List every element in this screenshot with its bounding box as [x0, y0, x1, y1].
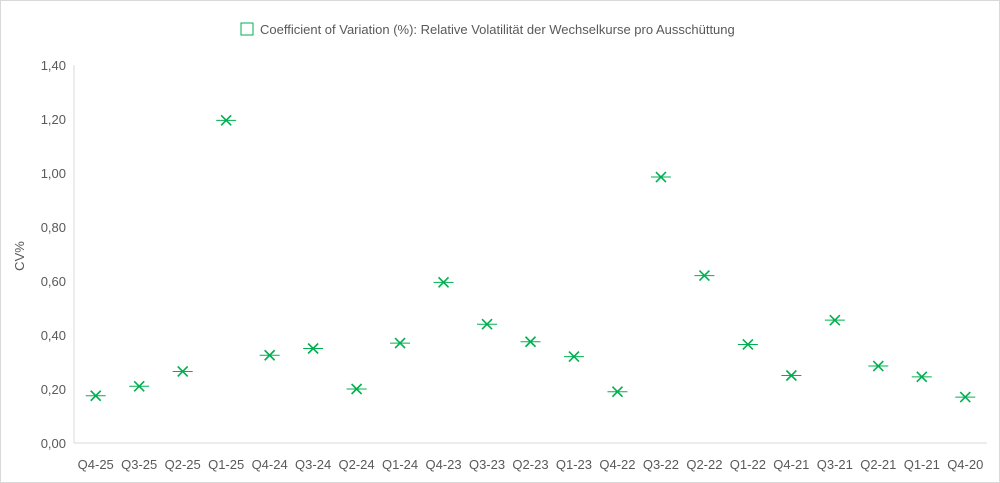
x-tick-label: Q3-23: [469, 457, 505, 472]
x-tick-label: Q3-25: [121, 457, 157, 472]
data-point: [650, 171, 671, 183]
data-point: [737, 338, 758, 351]
data-point: [868, 360, 889, 372]
y-tick-label: 1,20: [41, 112, 66, 127]
x-tick-label: Q2-25: [165, 457, 201, 472]
data-point: [172, 365, 193, 378]
data-point: [303, 342, 324, 355]
x-tick-label: Q4-20: [947, 457, 983, 472]
x-tick-label: Q4-22: [599, 457, 635, 472]
x-tick-label: Q1-24: [382, 457, 418, 472]
legend-label: Coefficient of Variation (%): Relative V…: [260, 22, 735, 37]
x-tick-label: Q3-21: [817, 457, 853, 472]
x-tick-label: Q1-21: [904, 457, 940, 472]
x-tick-label: Q2-23: [512, 457, 548, 472]
data-point: [477, 318, 498, 330]
data-point: [259, 349, 280, 361]
y-tick-label: 0,20: [41, 382, 66, 397]
legend-marker: [240, 22, 254, 36]
data-point: [955, 391, 976, 403]
y-axis-title: CV%: [12, 241, 27, 271]
x-tick-label: Q2-22: [686, 457, 722, 472]
data-point: [694, 270, 715, 282]
data-point: [563, 351, 584, 363]
x-tick-label: Q2-21: [860, 457, 896, 472]
data-point: [85, 390, 106, 402]
x-tick-label: Q1-23: [556, 457, 592, 472]
x-tick-labels: Q4-25 Q3-25 Q2-25 Q1-25 Q4-24 Q3-24 Q2-24 Q1-24…: [78, 457, 984, 472]
x-tick-label: Q3-22: [643, 457, 679, 472]
data-point: [781, 369, 802, 382]
data-point: [520, 336, 541, 348]
data-point: [216, 114, 237, 126]
data-point: [607, 386, 628, 398]
x-tick-label: Q4-23: [425, 457, 461, 472]
x-tick-label: Q4-21: [773, 457, 809, 472]
x-tick-label: Q1-25: [208, 457, 244, 472]
data-point: [911, 371, 932, 383]
data-points: [85, 114, 976, 403]
data-point: [390, 337, 411, 349]
x-tick-label: Q4-25: [78, 457, 114, 472]
y-tick-label: 1,00: [41, 166, 66, 181]
x-tick-label: Q3-24: [295, 457, 331, 472]
data-point: [433, 276, 454, 288]
y-tick-label: 0,00: [41, 436, 66, 451]
y-tick-label: 0,80: [41, 220, 66, 235]
y-tick-label: 0,40: [41, 328, 66, 343]
x-tick-label: Q2-24: [339, 457, 375, 472]
y-tick-label: 0,60: [41, 274, 66, 289]
x-tick-label: Q1-22: [730, 457, 766, 472]
x-tick-label: Q4-24: [252, 457, 288, 472]
y-tick-labels: 0,00 0,20 0,40 0,60 0,80 1,00 1,20 1,40: [41, 58, 66, 451]
y-tick-label: 1,40: [41, 58, 66, 73]
legend: Coefficient of Variation (%): Relative V…: [240, 22, 735, 37]
data-point: [824, 314, 845, 326]
data-point: [129, 380, 150, 392]
data-point: [346, 383, 367, 395]
